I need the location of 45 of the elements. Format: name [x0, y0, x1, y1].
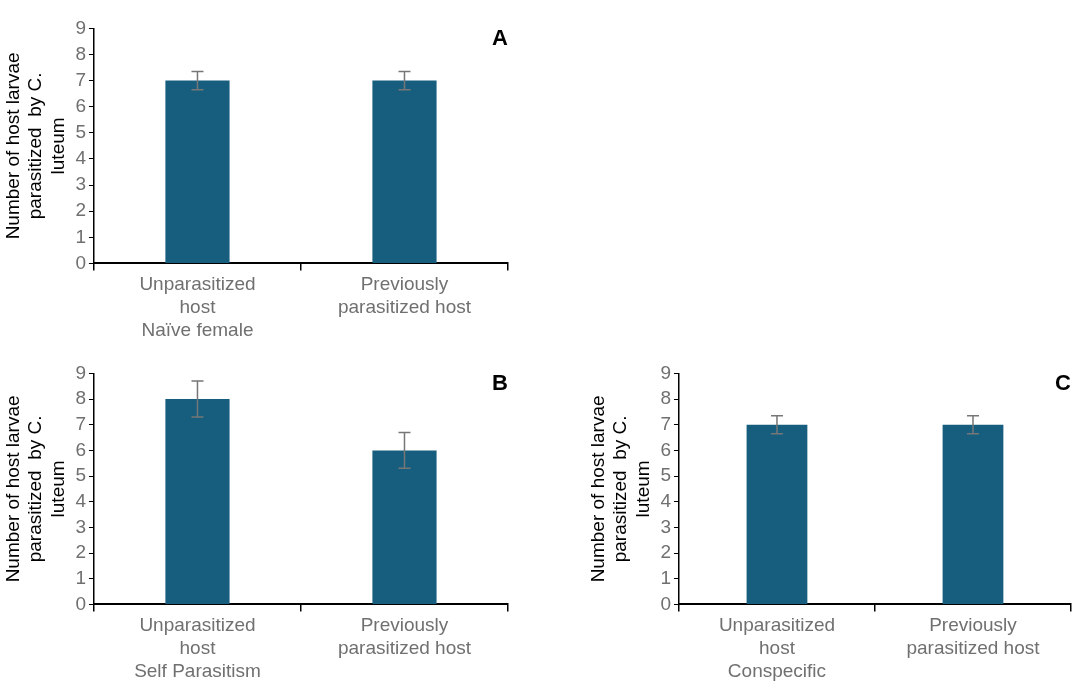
y-tick-label: 5 — [75, 464, 86, 486]
y-tick-label: 1 — [75, 566, 86, 588]
y-tick-label: 5 — [75, 121, 86, 143]
y-tick-label: 4 — [660, 489, 672, 511]
y-tick-label: 0 — [660, 592, 671, 614]
y-tick-label: 2 — [75, 199, 86, 221]
y-tick-label: 7 — [75, 68, 86, 90]
y-tick-label: 4 — [75, 147, 87, 169]
x-axis-title: Self Parasitism — [134, 660, 261, 682]
y-tick-label: 4 — [75, 489, 87, 511]
y-tick-label: 9 — [660, 361, 671, 383]
x-tick-label: Unparasitized host — [139, 273, 256, 317]
x-tick-label: Previously parasitized host — [906, 614, 1041, 658]
x-tick-label: Previously parasitized host — [337, 273, 472, 317]
y-tick-label: 0 — [75, 251, 86, 273]
x-tick-label: Unparasitized host — [139, 614, 256, 658]
chart-title: B — [492, 370, 508, 396]
y-tick-label: 8 — [660, 387, 671, 409]
x-tick-label: Unparasitized host — [718, 614, 836, 658]
y-tick-label: 9 — [75, 361, 86, 383]
y-tick-label: 9 — [75, 16, 86, 38]
y-tick-label: 2 — [75, 541, 86, 563]
y-tick-label: 6 — [75, 94, 86, 116]
chart-title: A — [492, 25, 509, 51]
y-axis-title: Number of host larvae parasitized by C. luteum — [1, 395, 69, 583]
y-tick-label: 2 — [660, 541, 671, 563]
y-tick-label: 1 — [660, 566, 671, 588]
y-tick-label: 1 — [75, 225, 86, 247]
y-tick-label: 6 — [75, 438, 86, 460]
y-tick-label: 8 — [75, 42, 86, 64]
y-tick-label: 7 — [660, 412, 671, 434]
y-axis-title: Number of host larvae parasitized by C. luteum — [1, 52, 69, 240]
y-tick-label: 7 — [75, 412, 86, 434]
x-axis-title: Conspecific — [727, 660, 827, 682]
y-tick-label: 8 — [75, 387, 86, 409]
y-tick-label: 3 — [75, 173, 86, 195]
y-axis-title: Number of host larvae parasitized by C. luteum — [586, 395, 654, 583]
chart-title: C — [1055, 370, 1072, 396]
y-tick-label: 5 — [660, 464, 671, 486]
y-tick-label: 3 — [75, 515, 86, 537]
x-tick-label: Previously parasitized host — [337, 614, 472, 658]
y-tick-label: 6 — [660, 438, 671, 460]
y-tick-label: 0 — [75, 592, 86, 614]
x-axis-title: Naïve female — [141, 319, 254, 341]
y-tick-label: 3 — [660, 515, 671, 537]
